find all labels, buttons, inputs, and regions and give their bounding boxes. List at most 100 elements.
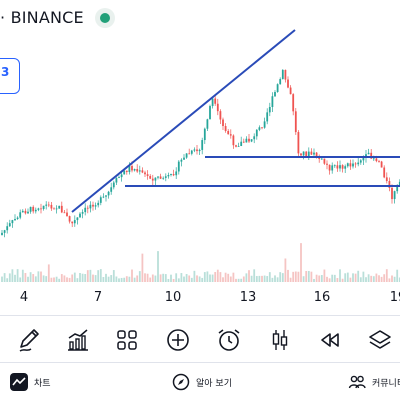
trendlines[interactable] <box>71 29 400 213</box>
alarm-clock-icon[interactable] <box>215 326 243 354</box>
indicators-icon[interactable] <box>64 326 92 354</box>
candle-body <box>235 145 237 147</box>
candle-body <box>47 204 50 206</box>
candle-body <box>14 218 16 221</box>
volume-bar <box>27 276 29 282</box>
volume-bar <box>313 278 315 282</box>
volume-bar <box>115 276 118 282</box>
volume-bar <box>328 278 331 282</box>
pencil-icon[interactable] <box>15 326 43 354</box>
volume-bar <box>193 270 196 282</box>
rising-trendline[interactable] <box>71 29 296 213</box>
candle-body <box>276 84 279 93</box>
candle-body <box>81 212 84 214</box>
price-chart[interactable] <box>0 0 400 290</box>
volume-bar <box>320 275 323 282</box>
candle-body <box>162 177 165 179</box>
plus-circle-icon[interactable] <box>164 326 192 354</box>
candle-body <box>1 232 3 235</box>
grid-icon[interactable] <box>113 326 141 354</box>
volume-bar <box>209 274 211 282</box>
volume-bar <box>287 269 289 282</box>
volume-bar <box>336 278 339 282</box>
candle-body <box>333 165 336 167</box>
volume-bar <box>268 272 271 282</box>
volume-bar <box>370 275 373 282</box>
volume-bar <box>16 269 19 282</box>
volume-bar <box>341 278 344 282</box>
candle-body <box>50 204 53 209</box>
candle-body <box>201 140 204 150</box>
candle-body <box>112 182 115 188</box>
price-badge[interactable]: 3 <box>0 58 20 94</box>
x-tick: 4 <box>19 290 29 305</box>
candle-body <box>385 177 388 182</box>
volume-bar <box>105 273 107 282</box>
volume-bar <box>354 273 357 282</box>
volume-bar <box>292 271 295 282</box>
candle-body <box>133 169 136 171</box>
candle-body <box>66 212 68 217</box>
volume-bar <box>112 270 115 282</box>
volume-bar <box>141 253 144 282</box>
volume-bar <box>131 269 133 282</box>
volume-bar <box>92 274 94 282</box>
nav-chart[interactable]: 차트 <box>10 372 51 392</box>
candle-body <box>388 181 391 188</box>
nav-chart-label: 차트 <box>34 378 51 389</box>
candle-body <box>224 126 227 131</box>
candle-body <box>11 220 14 224</box>
volume-bar <box>53 277 55 282</box>
candle-body <box>29 206 32 212</box>
candle-body <box>144 172 146 175</box>
candle-body <box>172 174 175 176</box>
volume-bar <box>198 276 201 282</box>
candles-icon[interactable] <box>266 326 294 354</box>
volume-bar <box>391 275 393 282</box>
volume-bar <box>37 271 40 282</box>
nav-explore[interactable]: 알아 보기 <box>172 372 232 392</box>
candle-body <box>263 121 266 128</box>
candle-body <box>336 165 339 169</box>
candle-body <box>274 92 276 97</box>
volume-bar <box>190 277 193 282</box>
volume-bar <box>159 274 162 282</box>
volume-bar <box>266 276 269 282</box>
volume-bar <box>11 269 14 282</box>
volume-bar <box>333 274 336 282</box>
volume-bar <box>19 277 22 282</box>
candle-body <box>105 195 107 197</box>
candle-body <box>315 152 318 158</box>
layers-icon[interactable] <box>366 326 394 354</box>
candle-body <box>24 210 27 214</box>
candle-body <box>118 177 120 178</box>
x-tick: 7 <box>93 290 103 305</box>
candle-body <box>190 150 193 154</box>
volume-bar <box>99 269 102 282</box>
candle-body <box>279 79 282 85</box>
volume-bar <box>154 275 157 282</box>
volume-bar <box>398 277 400 282</box>
volume-bar <box>203 272 206 282</box>
volume-bar <box>250 275 253 282</box>
volume-bar <box>180 273 183 282</box>
candle-body <box>305 151 308 156</box>
candle-body <box>141 170 144 173</box>
candle-body <box>297 132 300 154</box>
candle-body <box>89 204 92 209</box>
candle-body <box>79 213 81 218</box>
nav-community[interactable]: 커뮤니티 <box>348 372 400 392</box>
candle-body <box>120 174 123 178</box>
candle-body <box>53 208 55 210</box>
volume-bar <box>144 273 146 282</box>
candle-body <box>16 217 19 219</box>
volume-bar <box>357 270 360 282</box>
volume-bar <box>151 274 154 282</box>
rewind-icon[interactable] <box>316 326 344 354</box>
volume-bar <box>289 277 292 282</box>
candle-body <box>94 205 97 207</box>
volume-bar <box>201 277 204 282</box>
candle-body <box>19 212 22 218</box>
candle-body <box>370 152 373 159</box>
candle-body <box>97 202 100 206</box>
